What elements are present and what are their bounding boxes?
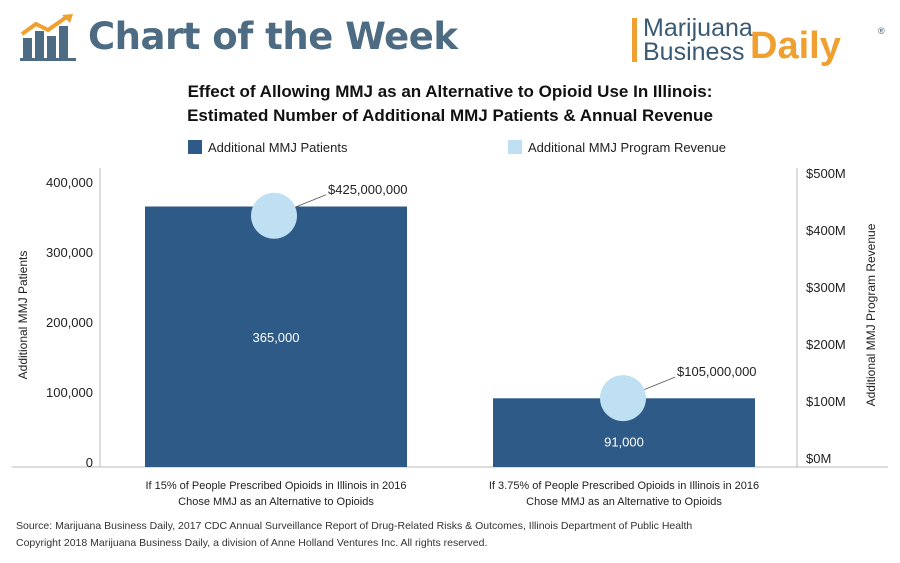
logo-word-business: Business [643, 38, 745, 66]
y-axis-title-left: Additional MMJ Patients [16, 251, 30, 380]
bar-value-label: 365,000 [253, 330, 300, 345]
y-tick-label-left: 200,000 [46, 315, 93, 330]
y-tick-label-right: $500M [806, 166, 846, 181]
y-tick-label-right: $200M [806, 337, 846, 352]
revenue-value-label: $105,000,000 [677, 364, 757, 379]
y-tick-label-left: 100,000 [46, 385, 93, 400]
legend-label-patients: Additional MMJ Patients [208, 140, 348, 155]
x-category-label: Chose MMJ as an Alternative to Opioids [526, 496, 722, 508]
chart-of-the-week-title: Chart of the Week [88, 15, 458, 58]
legend-swatch-revenue [508, 140, 522, 154]
revenue-point [600, 375, 646, 422]
logo-word-marijuana: Marijuana [643, 14, 753, 42]
banner: Chart of the Week Marijuana Business Dai… [0, 0, 900, 70]
y-tick-label-right: $300M [806, 280, 846, 295]
chart-subtitle: Estimated Number of Additional MMJ Patie… [187, 106, 713, 125]
bar-patients [145, 206, 407, 467]
x-category-label: Chose MMJ as an Alternative to Opioids [178, 496, 374, 508]
marijuana-business-daily-logo: Marijuana Business Daily ® [632, 12, 892, 70]
chart-title: Effect of Allowing MMJ as an Alternative… [187, 82, 713, 101]
y-axis-title-right: Additional MMJ Program Revenue [864, 223, 878, 406]
y-tick-label-right: $0M [806, 451, 831, 466]
legend-item-patients: Additional MMJ Patients [188, 140, 347, 156]
revenue-point [251, 192, 297, 239]
y-tick-label-right: $400M [806, 223, 846, 238]
y-tick-label-left: 0 [86, 455, 93, 470]
bar-value-label: 91,000 [604, 435, 644, 450]
logo-accent-bar [632, 18, 637, 62]
x-category-label: If 3.75% of People Prescribed Opioids in… [489, 480, 759, 492]
logo-word-daily: Daily [750, 25, 841, 67]
logo-registered-mark: ® [878, 26, 885, 36]
legend-item-revenue: Additional MMJ Program Revenue [508, 140, 726, 156]
y-tick-label-left: 300,000 [46, 245, 93, 260]
y-tick-label-right: $100M [806, 394, 846, 409]
legend-label-revenue: Additional MMJ Program Revenue [528, 140, 726, 155]
copyright-note: Copyright 2018 Marijuana Business Daily,… [16, 537, 488, 549]
revenue-value-label: $425,000,000 [328, 182, 408, 197]
x-category-label: If 15% of People Prescribed Opioids in I… [145, 480, 406, 492]
source-note: Source: Marijuana Business Daily, 2017 C… [16, 520, 693, 532]
bar-chart-trend-icon [20, 14, 76, 61]
y-tick-label-left: 400,000 [46, 175, 93, 190]
legend-swatch-patients [188, 140, 202, 154]
